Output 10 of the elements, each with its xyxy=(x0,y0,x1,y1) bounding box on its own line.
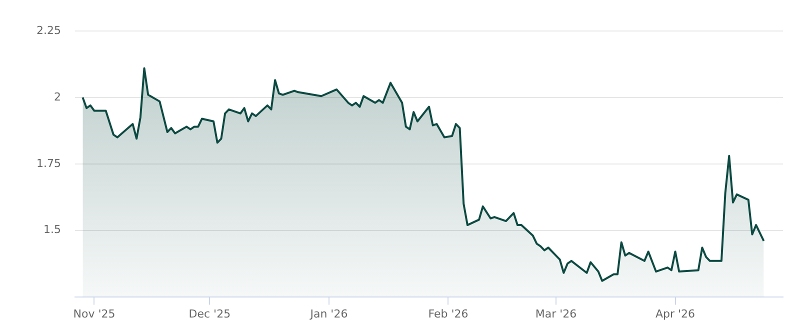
y-tick-label: 1.5 xyxy=(44,223,61,236)
y-tick-label: 1.75 xyxy=(36,156,61,170)
x-tick-label: Mar '26 xyxy=(535,307,577,320)
x-tick-label: Feb '26 xyxy=(428,307,468,320)
y-tick-label: 2.25 xyxy=(36,24,61,37)
y-tick-label: 2 xyxy=(54,90,61,104)
x-tick-label: Nov '25 xyxy=(73,307,116,320)
x-tick-label: Apr '26 xyxy=(655,307,696,320)
x-tick-label: Jan '26 xyxy=(309,307,348,320)
x-tick-label: Dec '25 xyxy=(188,307,231,320)
